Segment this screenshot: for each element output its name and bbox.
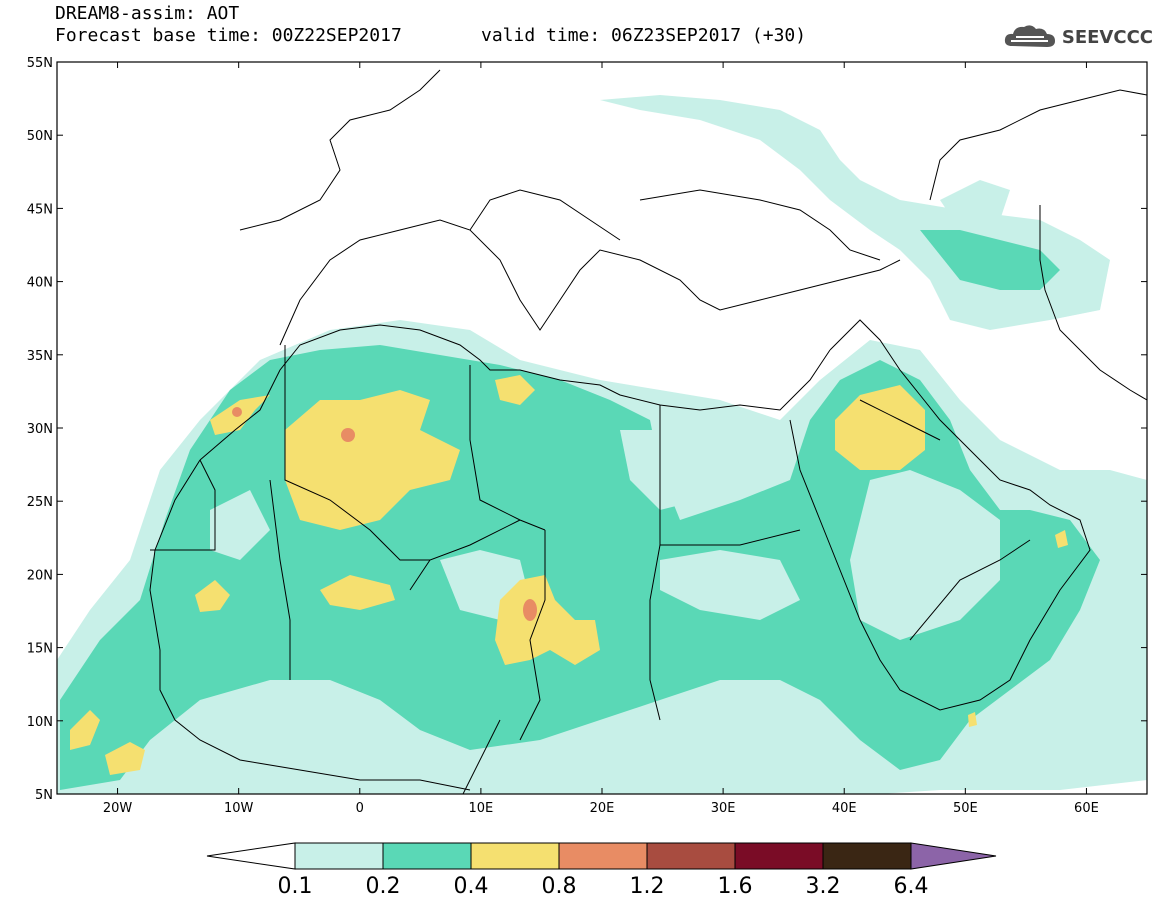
cloud-icon: [1004, 25, 1055, 47]
lat-tick-label: 20N: [27, 568, 53, 583]
lat-tick-label: 30N: [27, 422, 53, 437]
lat-tick-label: 10N: [27, 715, 53, 730]
lon-tick-label: 60E: [1074, 801, 1099, 816]
lon-tick-label: 40E: [832, 801, 857, 816]
valid-time: valid time: 06Z23SEP2017 (+30): [481, 25, 807, 46]
logo-text: SEEVCCC: [1061, 26, 1153, 48]
lat-tick-label: 15N: [27, 642, 53, 657]
colorbar-label: 3.2: [806, 874, 841, 899]
colorbar-label: 1.6: [718, 874, 753, 899]
lat-tick-label: 40N: [27, 276, 53, 291]
forecast-base-time: Forecast base time: 00Z22SEP2017: [55, 25, 402, 46]
colorbar-segment-5: [646, 842, 736, 870]
aot-fields: [57, 62, 1147, 794]
lon-tick-label: 20W: [103, 801, 133, 816]
aot-light-patches: [210, 430, 1000, 640]
longitude-axis: 20W 10W 0 10E 20E 30E 40E 50E 60E: [103, 62, 1099, 816]
colorbar-label: 0.2: [366, 874, 401, 899]
aot-class-0.4-0.8: [70, 375, 1068, 775]
lat-tick-label: 55N: [27, 56, 53, 71]
latitude-axis: 55N 50N 45N 40N 35N 30N 25N 20N 15N 10N 5N: [27, 56, 1147, 803]
coastlines-and-borders: [149, 69, 1147, 794]
colorbar-label: 1.2: [630, 874, 665, 899]
colorbar-segment-1: [294, 842, 384, 870]
map-title: DREAM8-assim: AOT: [55, 3, 240, 24]
seevccc-logo: SEEVCCC: [1002, 22, 1153, 52]
colorbar-label: 6.4: [894, 874, 929, 899]
colorbar-segment-7: [822, 842, 912, 870]
colorbar-labels: 0.1 0.2 0.4 0.8 1.2 1.6 3.2 6.4: [278, 874, 929, 899]
aot-class-0.8-1.2: [232, 407, 537, 621]
lon-tick-label: 20E: [590, 801, 615, 816]
lon-tick-label: 0: [356, 801, 364, 816]
lat-tick-label: 25N: [27, 495, 53, 510]
lat-tick-label: 5N: [35, 788, 53, 803]
lon-tick-label: 50E: [953, 801, 978, 816]
colorbar-segment-6: [734, 842, 824, 870]
lat-tick-label: 35N: [27, 349, 53, 364]
lat-tick-label: 45N: [27, 202, 53, 217]
colorbar-label: 0.8: [542, 874, 577, 899]
colorbar-label: 0.4: [454, 874, 489, 899]
colorbar-label: 0.1: [278, 874, 313, 899]
colorbar-segment-4: [558, 842, 648, 870]
lon-tick-label: 10W: [224, 801, 254, 816]
colorbar-below-triangle: [206, 842, 296, 870]
lon-tick-label: 10E: [469, 801, 494, 816]
lat-tick-label: 50N: [27, 129, 53, 144]
lon-tick-label: 30E: [711, 801, 736, 816]
colorbar-segment-2: [382, 842, 472, 870]
colorbar: 0.1 0.2 0.4 0.8 1.2 1.6 3.2 6.4: [206, 842, 997, 899]
colorbar-segment-3: [470, 842, 560, 870]
colorbar-above-triangle: [910, 842, 997, 870]
